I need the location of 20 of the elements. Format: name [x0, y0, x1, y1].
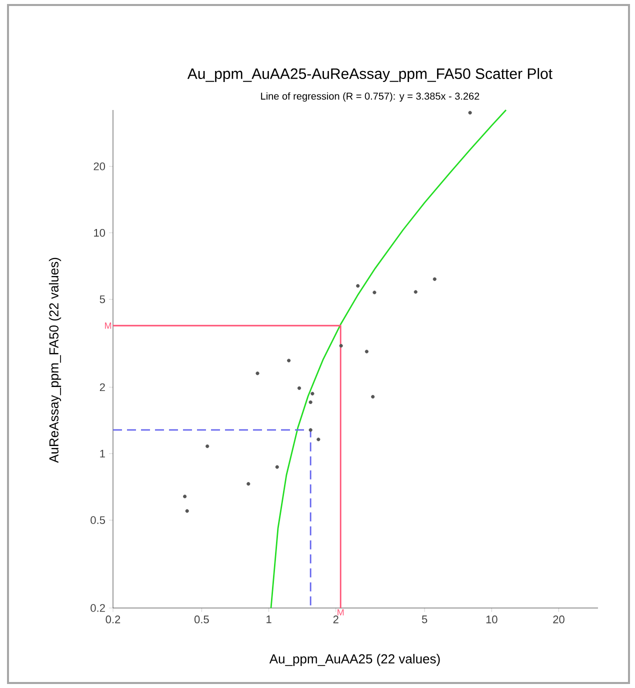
y-tick-label: 2	[100, 383, 105, 392]
x-tick-label: 0.5	[194, 616, 209, 624]
y-tick-label: 20	[94, 162, 106, 170]
y-axis-title: AuReAssay_ppm_FA50 (22 values)	[48, 258, 62, 463]
x-tick-label: 20	[553, 616, 564, 624]
y-tick-label: 10	[94, 228, 106, 237]
x-axis-title: Au_ppm_AuAA25 (22 values)	[269, 654, 440, 666]
y-tick-label: 0.5	[90, 516, 106, 524]
x-tick-label: 0.2	[106, 616, 120, 624]
x-tick-label: 5	[422, 616, 428, 624]
y-tick-label: 1	[100, 450, 105, 458]
x-tick-label: 1	[266, 616, 272, 624]
x-tick-label: 2	[333, 616, 338, 624]
y-tick-label: 0.2	[90, 604, 105, 612]
y-tick-label: 5	[100, 295, 106, 304]
chart-title: Au_ppm_AuAA25-AuReAssay_ppm_FA50 Scatter Plot	[187, 68, 552, 82]
annotation: M	[105, 322, 112, 329]
chart-subtitle: Line of regression (R = 0.757): y = 3.385x - 3.262	[261, 92, 480, 102]
x-tick-label: 10	[486, 616, 498, 624]
annotation: M	[338, 609, 344, 616]
